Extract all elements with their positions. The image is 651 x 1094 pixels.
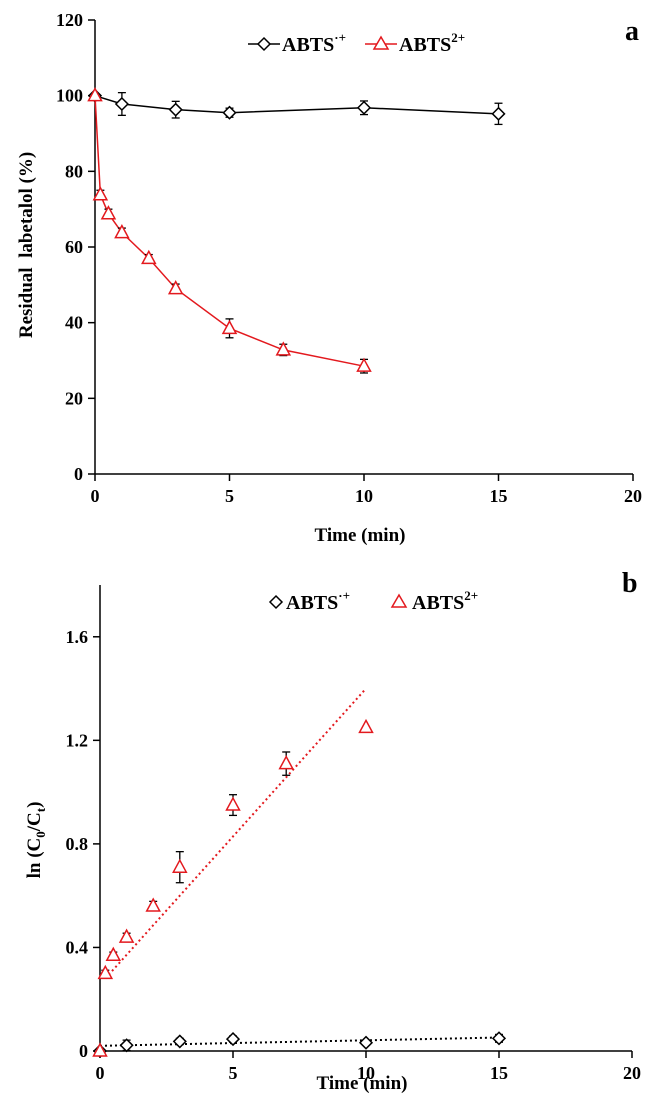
- data-point-triangle: [87, 87, 103, 102]
- legend-a-label-2: ABTS2+: [399, 30, 465, 56]
- panel-b-x-axis-title: Time (min): [317, 1073, 408, 1094]
- series-line-1: [94, 94, 499, 115]
- trendline-1: [99, 1036, 500, 1047]
- panel-a-y-axis-title: Residual labetalol (%): [16, 152, 37, 338]
- panel-a-letter: a: [625, 16, 639, 47]
- data-point-diamond: [114, 96, 129, 112]
- data-point-triangle: [221, 319, 238, 335]
- data-point-diamond: [168, 102, 183, 117]
- x-tick-label: 15: [490, 1063, 508, 1083]
- y-tick-label: 0.8: [66, 834, 89, 854]
- y-tick-label: 80: [65, 161, 83, 181]
- x-tick-label: 0: [96, 1063, 105, 1083]
- data-point-diamond: [119, 1038, 134, 1053]
- data-point-triangle: [92, 186, 109, 201]
- legend-b-marker-2: [390, 593, 408, 608]
- x-tick-label: 5: [229, 1063, 238, 1083]
- data-point-diamond: [222, 105, 237, 120]
- data-point-triangle: [225, 796, 241, 811]
- data-point-triangle: [97, 964, 114, 980]
- x-tick-label: 10: [357, 1063, 375, 1083]
- panel-a-marks: [87, 87, 506, 374]
- panel-b: 0 5 10 15 20 0 0.4 0.8 1.2 1.6 b Time (min) ln (C…: [24, 568, 641, 1094]
- panel-a-legend: ABTS·+ ABTS2+: [248, 30, 465, 56]
- data-point-triangle: [114, 224, 130, 239]
- y-tick-label: 120: [56, 10, 83, 30]
- data-point-triangle: [118, 928, 135, 943]
- data-point-triangle: [105, 946, 122, 961]
- y-tick-label: 60: [65, 237, 83, 257]
- data-point-triangle: [100, 205, 117, 220]
- panel-a-x-axis-title: Time (min): [315, 525, 406, 546]
- legend-b-label-2: ABTS2+: [412, 588, 478, 614]
- x-tick-label: 10: [355, 486, 373, 506]
- x-tick-label: 20: [624, 486, 642, 506]
- data-point-diamond: [172, 1034, 187, 1049]
- panel-a-axes: 0 5 10 15 20 0 20 40 60 80 100 120: [56, 10, 642, 506]
- legend-b-label-1: ABTS·+: [286, 588, 350, 614]
- panel-b-y-axis-title: ln (C0/Ct): [24, 802, 48, 879]
- x-tick-label: 0: [91, 486, 100, 506]
- y-tick-label: 0.4: [66, 937, 89, 957]
- data-point-triangle: [358, 718, 374, 734]
- y-tick-label: 40: [65, 313, 83, 333]
- y-tick-label: 0: [74, 464, 83, 484]
- legend-a-marker-1: [256, 36, 272, 52]
- panel-a: 0 5 10 15 20 0 20 40 60 80 100 120 a Time (min) Res…: [16, 10, 642, 546]
- y-tick-label: 1.6: [66, 627, 89, 647]
- x-tick-label: 15: [490, 486, 508, 506]
- y-tick-label: 100: [56, 86, 83, 106]
- panel-b-legend: ABTS·+ ABTS2+: [268, 588, 478, 614]
- data-point-triangle: [356, 357, 372, 372]
- data-point-diamond: [356, 100, 372, 115]
- y-tick-label: 1.2: [66, 730, 89, 750]
- x-tick-label: 20: [623, 1063, 641, 1083]
- data-point-triangle: [172, 858, 188, 873]
- data-point-triangle: [278, 755, 294, 770]
- trendline-2: [104, 687, 367, 980]
- data-point-diamond: [225, 1032, 241, 1047]
- legend-b-marker-1: [268, 594, 284, 610]
- y-tick-label: 0: [79, 1041, 88, 1061]
- data-point-triangle: [167, 280, 184, 295]
- data-point-triangle: [275, 341, 292, 356]
- panel-b-letter: b: [622, 568, 638, 599]
- legend-a-label-1: ABTS·+: [282, 30, 346, 56]
- data-point-diamond: [491, 106, 506, 121]
- data-point-diamond: [491, 1031, 507, 1046]
- x-tick-label: 5: [225, 486, 234, 506]
- y-tick-label: 20: [65, 388, 83, 408]
- panel-b-axes: 0 5 10 15 20 0 0.4 0.8 1.2 1.6: [66, 585, 641, 1083]
- data-point-diamond: [358, 1035, 374, 1050]
- panel-b-marks: [92, 687, 507, 1059]
- data-point-triangle: [92, 1042, 108, 1057]
- data-point-triangle: [145, 897, 161, 912]
- legend-a-marker-2: [372, 35, 390, 50]
- data-point-triangle: [141, 249, 157, 265]
